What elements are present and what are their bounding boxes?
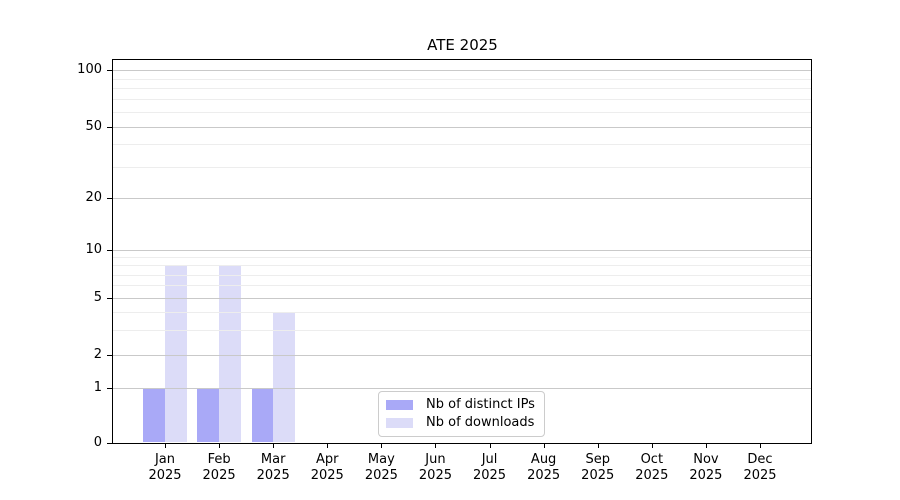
x-tick-label: Apr 2025 <box>310 452 344 483</box>
legend-label-downloads: Nb of downloads <box>426 415 535 431</box>
x-tick-label: Oct 2025 <box>635 452 669 483</box>
x-tick-mark <box>219 443 221 448</box>
legend-label-distinct-ips: Nb of distinct IPs <box>426 396 535 412</box>
y-tick-label: 10 <box>85 242 102 257</box>
y-tick-mark <box>107 298 112 299</box>
y-tick-label: 20 <box>85 190 102 205</box>
y-tick-label: 1 <box>93 380 102 395</box>
bar-downloads <box>273 311 295 442</box>
bar-distinct-ips <box>251 388 274 442</box>
x-tick-mark <box>543 443 545 448</box>
bar-distinct-ips <box>143 388 165 442</box>
y-tick-label: 5 <box>93 290 102 305</box>
x-tick-label: Nov 2025 <box>689 452 723 483</box>
legend-swatch-distinct-ips <box>386 399 413 410</box>
y-tick-mark <box>107 250 112 251</box>
y-tick-mark <box>107 198 112 199</box>
x-tick-mark <box>381 443 383 448</box>
y-tick-mark <box>107 388 112 389</box>
x-tick-mark <box>273 443 275 448</box>
bar-distinct-ips <box>197 388 220 442</box>
legend-item-distinct-ips: Nb of distinct IPs <box>386 397 537 413</box>
x-tick-mark <box>760 443 761 448</box>
x-tick-label: Jan 2025 <box>148 452 182 483</box>
plot-area <box>112 59 812 444</box>
legend-swatch-downloads <box>386 418 413 429</box>
y-tick-label: 50 <box>85 119 102 134</box>
x-tick-label: Sep 2025 <box>581 452 615 483</box>
y-tick-mark <box>107 127 112 128</box>
x-tick-mark <box>489 443 491 448</box>
x-tick-mark <box>327 443 329 448</box>
x-tick-label: Dec 2025 <box>743 452 777 483</box>
x-tick-label: Jun 2025 <box>418 452 452 483</box>
x-tick-mark <box>435 443 437 448</box>
x-tick-label: Mar 2025 <box>256 452 290 483</box>
y-tick-mark <box>107 443 112 444</box>
x-tick-label: Feb 2025 <box>202 452 236 483</box>
bar-downloads <box>219 265 241 442</box>
x-tick-mark <box>705 443 707 448</box>
bar-downloads <box>165 265 187 442</box>
legend-item-downloads: Nb of downloads <box>386 415 537 431</box>
y-tick-label: 2 <box>93 347 102 362</box>
chart-title: ATE 2025 <box>427 36 498 54</box>
x-tick-label: Aug 2025 <box>527 452 561 483</box>
legend: Nb of distinct IPs Nb of downloads <box>378 391 545 437</box>
x-tick-mark <box>165 443 166 448</box>
bars-layer <box>113 60 811 443</box>
x-tick-label: Jul 2025 <box>472 452 507 483</box>
x-tick-mark <box>651 443 653 448</box>
y-tick-mark <box>107 355 112 356</box>
x-tick-mark <box>597 443 599 448</box>
y-tick-label: 100 <box>77 62 102 77</box>
x-tick-label: May 2025 <box>364 452 398 483</box>
y-tick-mark <box>107 70 112 71</box>
y-tick-label: 0 <box>93 435 102 450</box>
